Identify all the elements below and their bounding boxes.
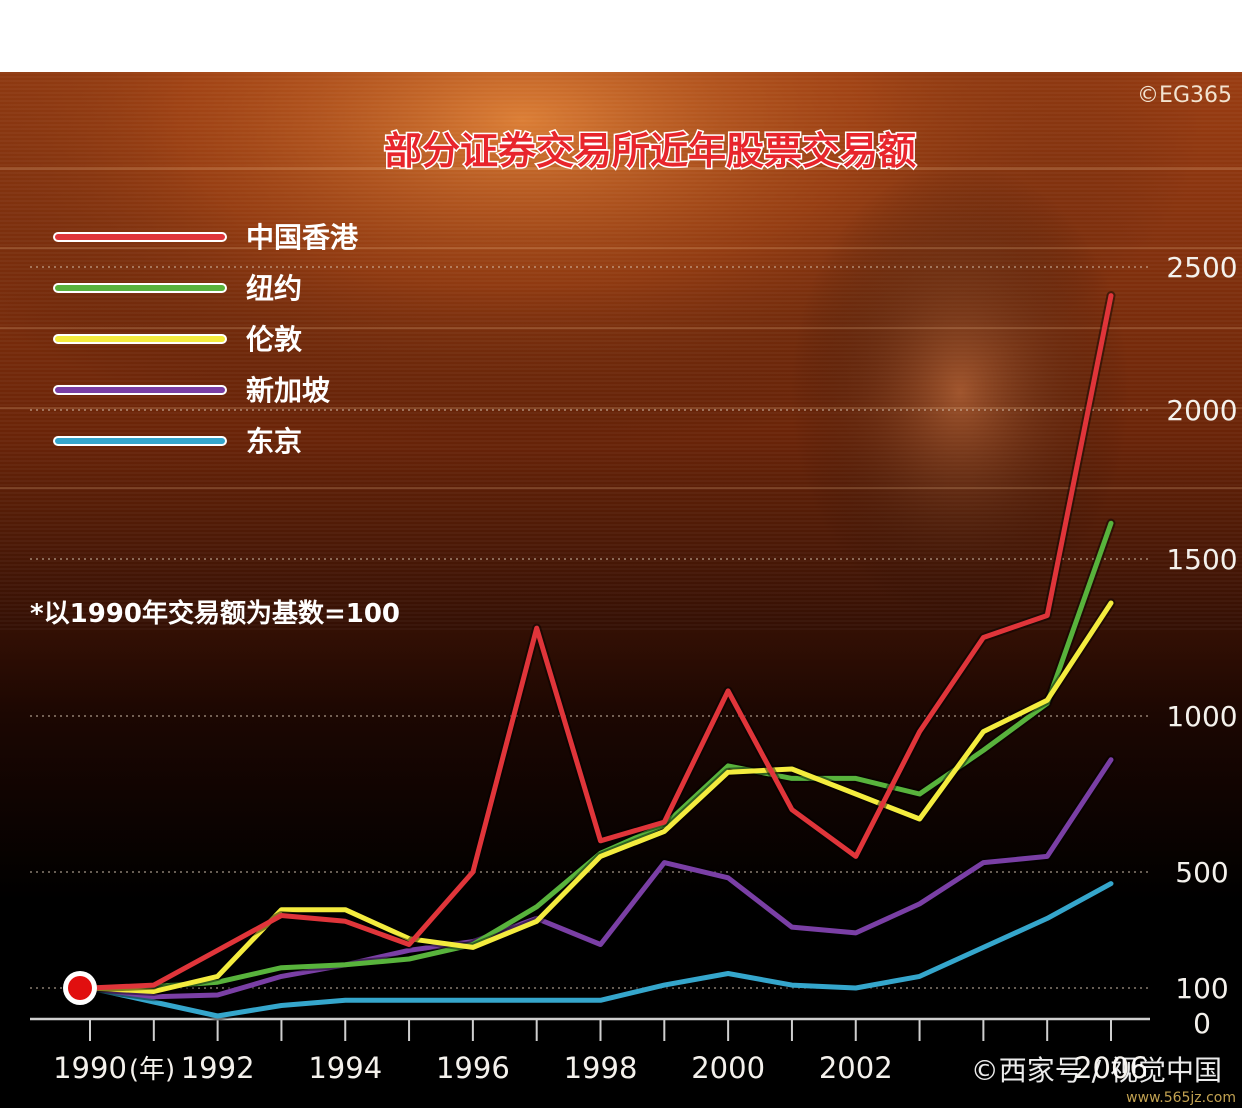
x-tick-label: 2000 <box>691 1051 765 1085</box>
y-tick-label: 1000 <box>1166 700 1237 733</box>
x-tick-label: 1990 <box>53 1051 127 1085</box>
copyright-label: ©EG365 <box>1137 83 1232 108</box>
y-tick-label: 500 <box>1175 856 1228 889</box>
series-group <box>85 291 1116 1021</box>
series-line <box>87 881 1114 1019</box>
background-face-photo <box>790 162 1130 622</box>
legend-label: 伦敦 <box>246 323 302 356</box>
y-tick-label: 2500 <box>1166 251 1237 284</box>
legend-label: 东京 <box>246 425 302 458</box>
y-tick-label: 0 <box>1193 1007 1211 1040</box>
watermark-text: ©西家号 / 视觉中国 <box>971 1054 1222 1087</box>
y-tick-label: 100 <box>1175 972 1228 1005</box>
x-tick-label: 2002 <box>819 1051 893 1085</box>
origin-marker-dot <box>68 976 92 1000</box>
series-line <box>87 293 1114 991</box>
y-tick-label: 2000 <box>1166 394 1237 427</box>
series-line <box>87 520 1114 991</box>
watermark-site: www.565jz.com <box>1126 1090 1236 1106</box>
x-tick-label: 1998 <box>564 1051 638 1085</box>
series-line <box>87 757 1114 1000</box>
base-year-footnote: *以1990年交易额为基数=100 <box>30 598 400 629</box>
chart-title: 部分证券交易所近年股票交易额 <box>384 129 916 173</box>
x-tick-label: 2006 <box>1074 1051 1148 1085</box>
background-board-stripes <box>0 167 1242 489</box>
x-tick-label: 1994 <box>308 1051 382 1085</box>
x-unit-label: (年) <box>129 1055 175 1085</box>
legend-label: 纽约 <box>246 272 302 305</box>
legend-label: 新加坡 <box>246 374 330 407</box>
y-tick-label: 1500 <box>1166 543 1237 576</box>
x-tick-label: 1996 <box>436 1051 510 1085</box>
x-tick-label: 1992 <box>181 1051 255 1085</box>
axes: 1990 1992 1994 1996 1998 2000 2002 2006 (年) <box>30 1017 1150 1085</box>
series-line <box>87 600 1114 994</box>
legend-label: 中国香港 <box>246 221 359 254</box>
